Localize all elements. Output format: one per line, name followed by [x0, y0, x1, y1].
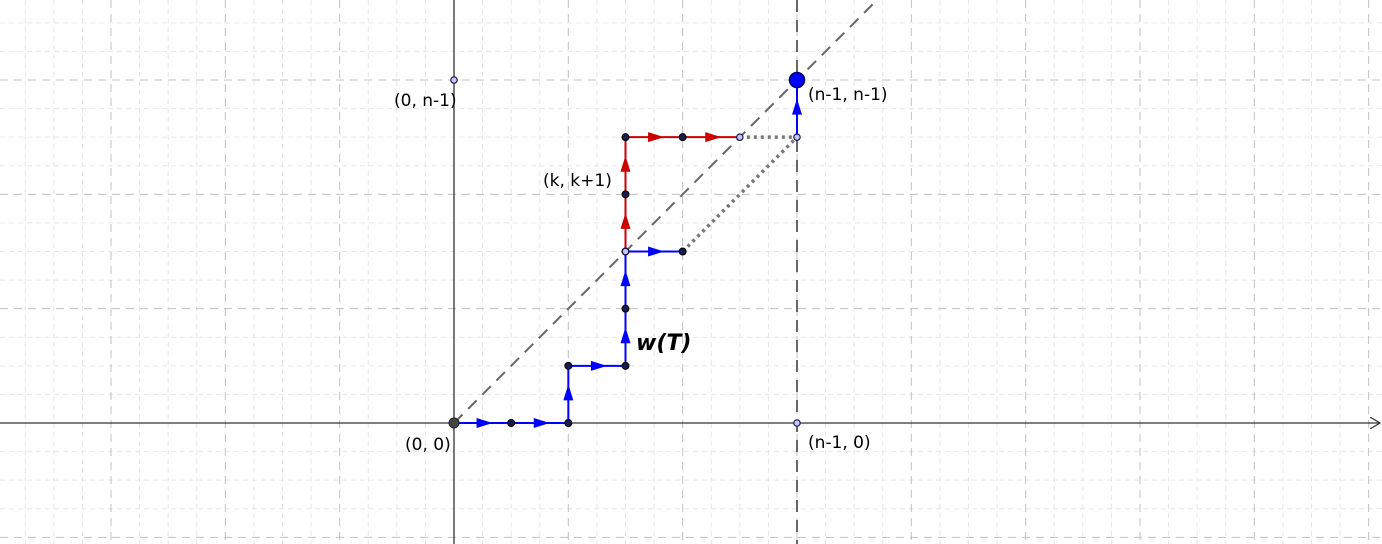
origin-point: [448, 417, 460, 429]
path-layer: [454, 80, 802, 428]
blue-path-arrow: [590, 360, 607, 371]
path-point: [621, 190, 630, 199]
path-point: [507, 419, 516, 427]
path-point: [621, 304, 630, 313]
diagonal-layer: [453, 0, 878, 544]
path-point: [564, 361, 573, 370]
path-point: [621, 361, 630, 370]
path-point: [564, 419, 573, 427]
path-name-label: w(T): [636, 331, 691, 356]
k-point-label: (k, k+1): [543, 171, 612, 191]
red-path-arrow: [648, 132, 665, 143]
red-path-arrow: [620, 212, 631, 229]
blue-path-arrow: [648, 246, 665, 257]
path-point: [678, 247, 687, 256]
dotted-segment: [681, 135, 799, 253]
blue-path-arrow: [620, 270, 631, 287]
top-right-point: [788, 71, 806, 89]
red-path-arrow: [620, 155, 631, 172]
top-right-label: (n-1, n-1): [808, 85, 888, 105]
origin-label: (0, 0): [405, 435, 451, 455]
final-step-arrow: [791, 98, 802, 115]
path-point: [621, 133, 630, 142]
bottom-right-point: [793, 419, 801, 427]
blue-path-arrow: [476, 418, 493, 428]
top-left-label: (0, n-1): [394, 91, 457, 111]
top-left-point: [450, 76, 458, 84]
blue-path-arrow: [533, 418, 550, 428]
red-path-arrow: [705, 132, 722, 143]
point-layer: [448, 71, 806, 429]
blue-path-arrow: [620, 327, 631, 344]
diagonal-line: [453, 0, 878, 424]
path-point: [678, 133, 687, 142]
blue-path-arrow: [563, 384, 574, 401]
final-start-point: [793, 133, 801, 141]
junction-point: [621, 247, 630, 256]
red-end-point: [736, 133, 744, 141]
bottom-right-label: (n-1, 0): [808, 433, 871, 453]
